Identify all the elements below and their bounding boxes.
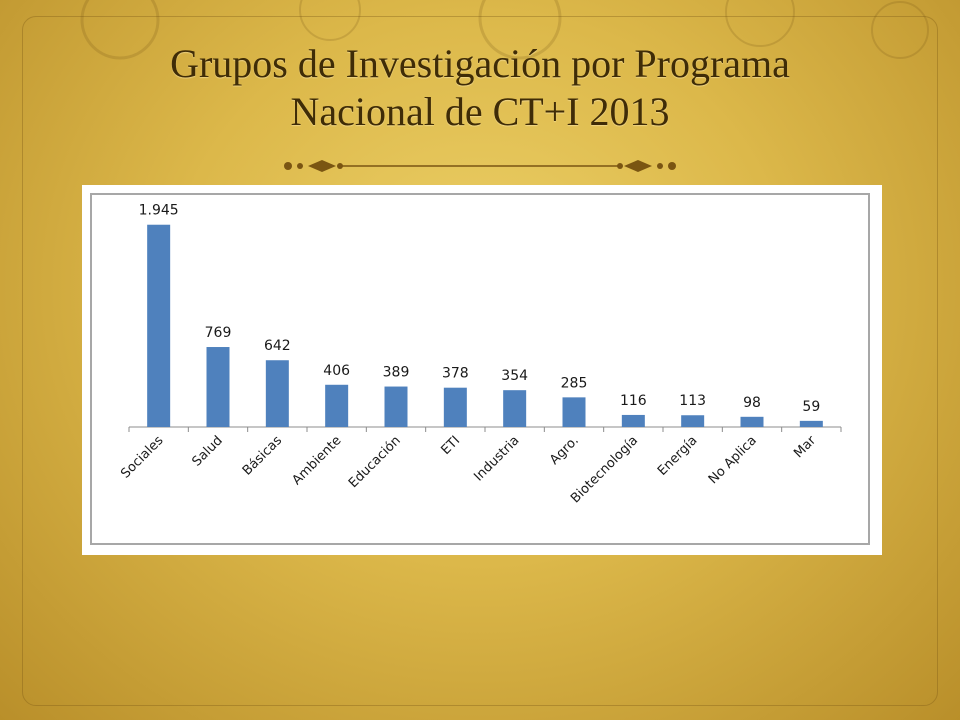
category-label-1: Salud — [190, 433, 226, 469]
data-label-0: 1.945 — [139, 203, 179, 219]
category-label-9: Energía — [655, 433, 701, 479]
title-line-2: Nacional de CT+I 2013 — [290, 89, 670, 134]
bar-5 — [443, 387, 467, 427]
data-label-10: 98 — [743, 395, 761, 411]
bar-4 — [384, 386, 408, 427]
bar-3 — [325, 384, 349, 427]
bar-9 — [681, 415, 705, 427]
data-label-5: 378 — [442, 366, 469, 382]
category-label-5: ETI — [438, 433, 463, 458]
bar-2 — [265, 360, 289, 427]
bar-1 — [206, 347, 230, 427]
category-label-7: Agro. — [547, 433, 582, 468]
bar-chart: 1.945 Sociales 769 Salud 642 Básicas 406 Ambien… — [118, 203, 842, 506]
slide-frame — [22, 16, 938, 706]
category-label-6: Industria — [471, 433, 522, 484]
category-label-3: Ambiente — [290, 433, 345, 488]
data-label-11: 59 — [802, 399, 820, 415]
title-line-1: Grupos de Investigación por Programa — [170, 41, 790, 86]
bar-10 — [740, 416, 764, 427]
bar-8 — [621, 414, 645, 427]
title-ornament — [284, 160, 676, 172]
chart-plot-frame: 1.945 Sociales 769 Salud 642 Básicas 406 Ambien… — [90, 193, 870, 545]
data-label-4: 389 — [383, 365, 410, 381]
category-label-4: Educación — [346, 433, 404, 491]
data-label-3: 406 — [323, 363, 350, 379]
category-label-11: Mar — [791, 433, 819, 461]
data-label-6: 354 — [501, 368, 528, 384]
bar-7 — [562, 397, 586, 427]
data-label-8: 116 — [620, 393, 647, 409]
data-label-7: 285 — [561, 375, 588, 391]
data-label-9: 113 — [679, 393, 706, 409]
data-label-2: 642 — [264, 338, 291, 354]
slide-title: Grupos de Investigación por Programa Nac… — [40, 40, 920, 136]
bar-6 — [503, 390, 527, 427]
category-label-2: Básicas — [240, 433, 286, 479]
bar-11 — [799, 420, 823, 427]
category-label-10: No Aplica — [706, 433, 760, 487]
category-label-0: Sociales — [118, 433, 166, 481]
bar-0 — [147, 224, 171, 427]
chart-container: 1.945 Sociales 769 Salud 642 Básicas 406 Ambien… — [82, 185, 882, 555]
data-label-1: 769 — [205, 325, 232, 341]
